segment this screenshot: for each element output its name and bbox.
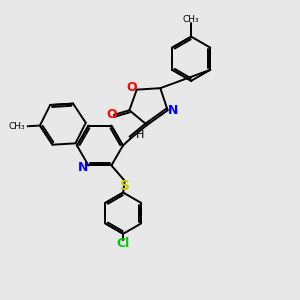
Text: N: N bbox=[168, 104, 178, 117]
Text: CH₃: CH₃ bbox=[9, 122, 25, 131]
Text: H: H bbox=[136, 130, 144, 140]
Text: O: O bbox=[126, 81, 137, 94]
Text: S: S bbox=[120, 179, 130, 193]
Text: CH₃: CH₃ bbox=[183, 15, 200, 24]
Text: O: O bbox=[107, 108, 117, 122]
Text: N: N bbox=[78, 161, 88, 174]
Text: Cl: Cl bbox=[117, 237, 130, 250]
